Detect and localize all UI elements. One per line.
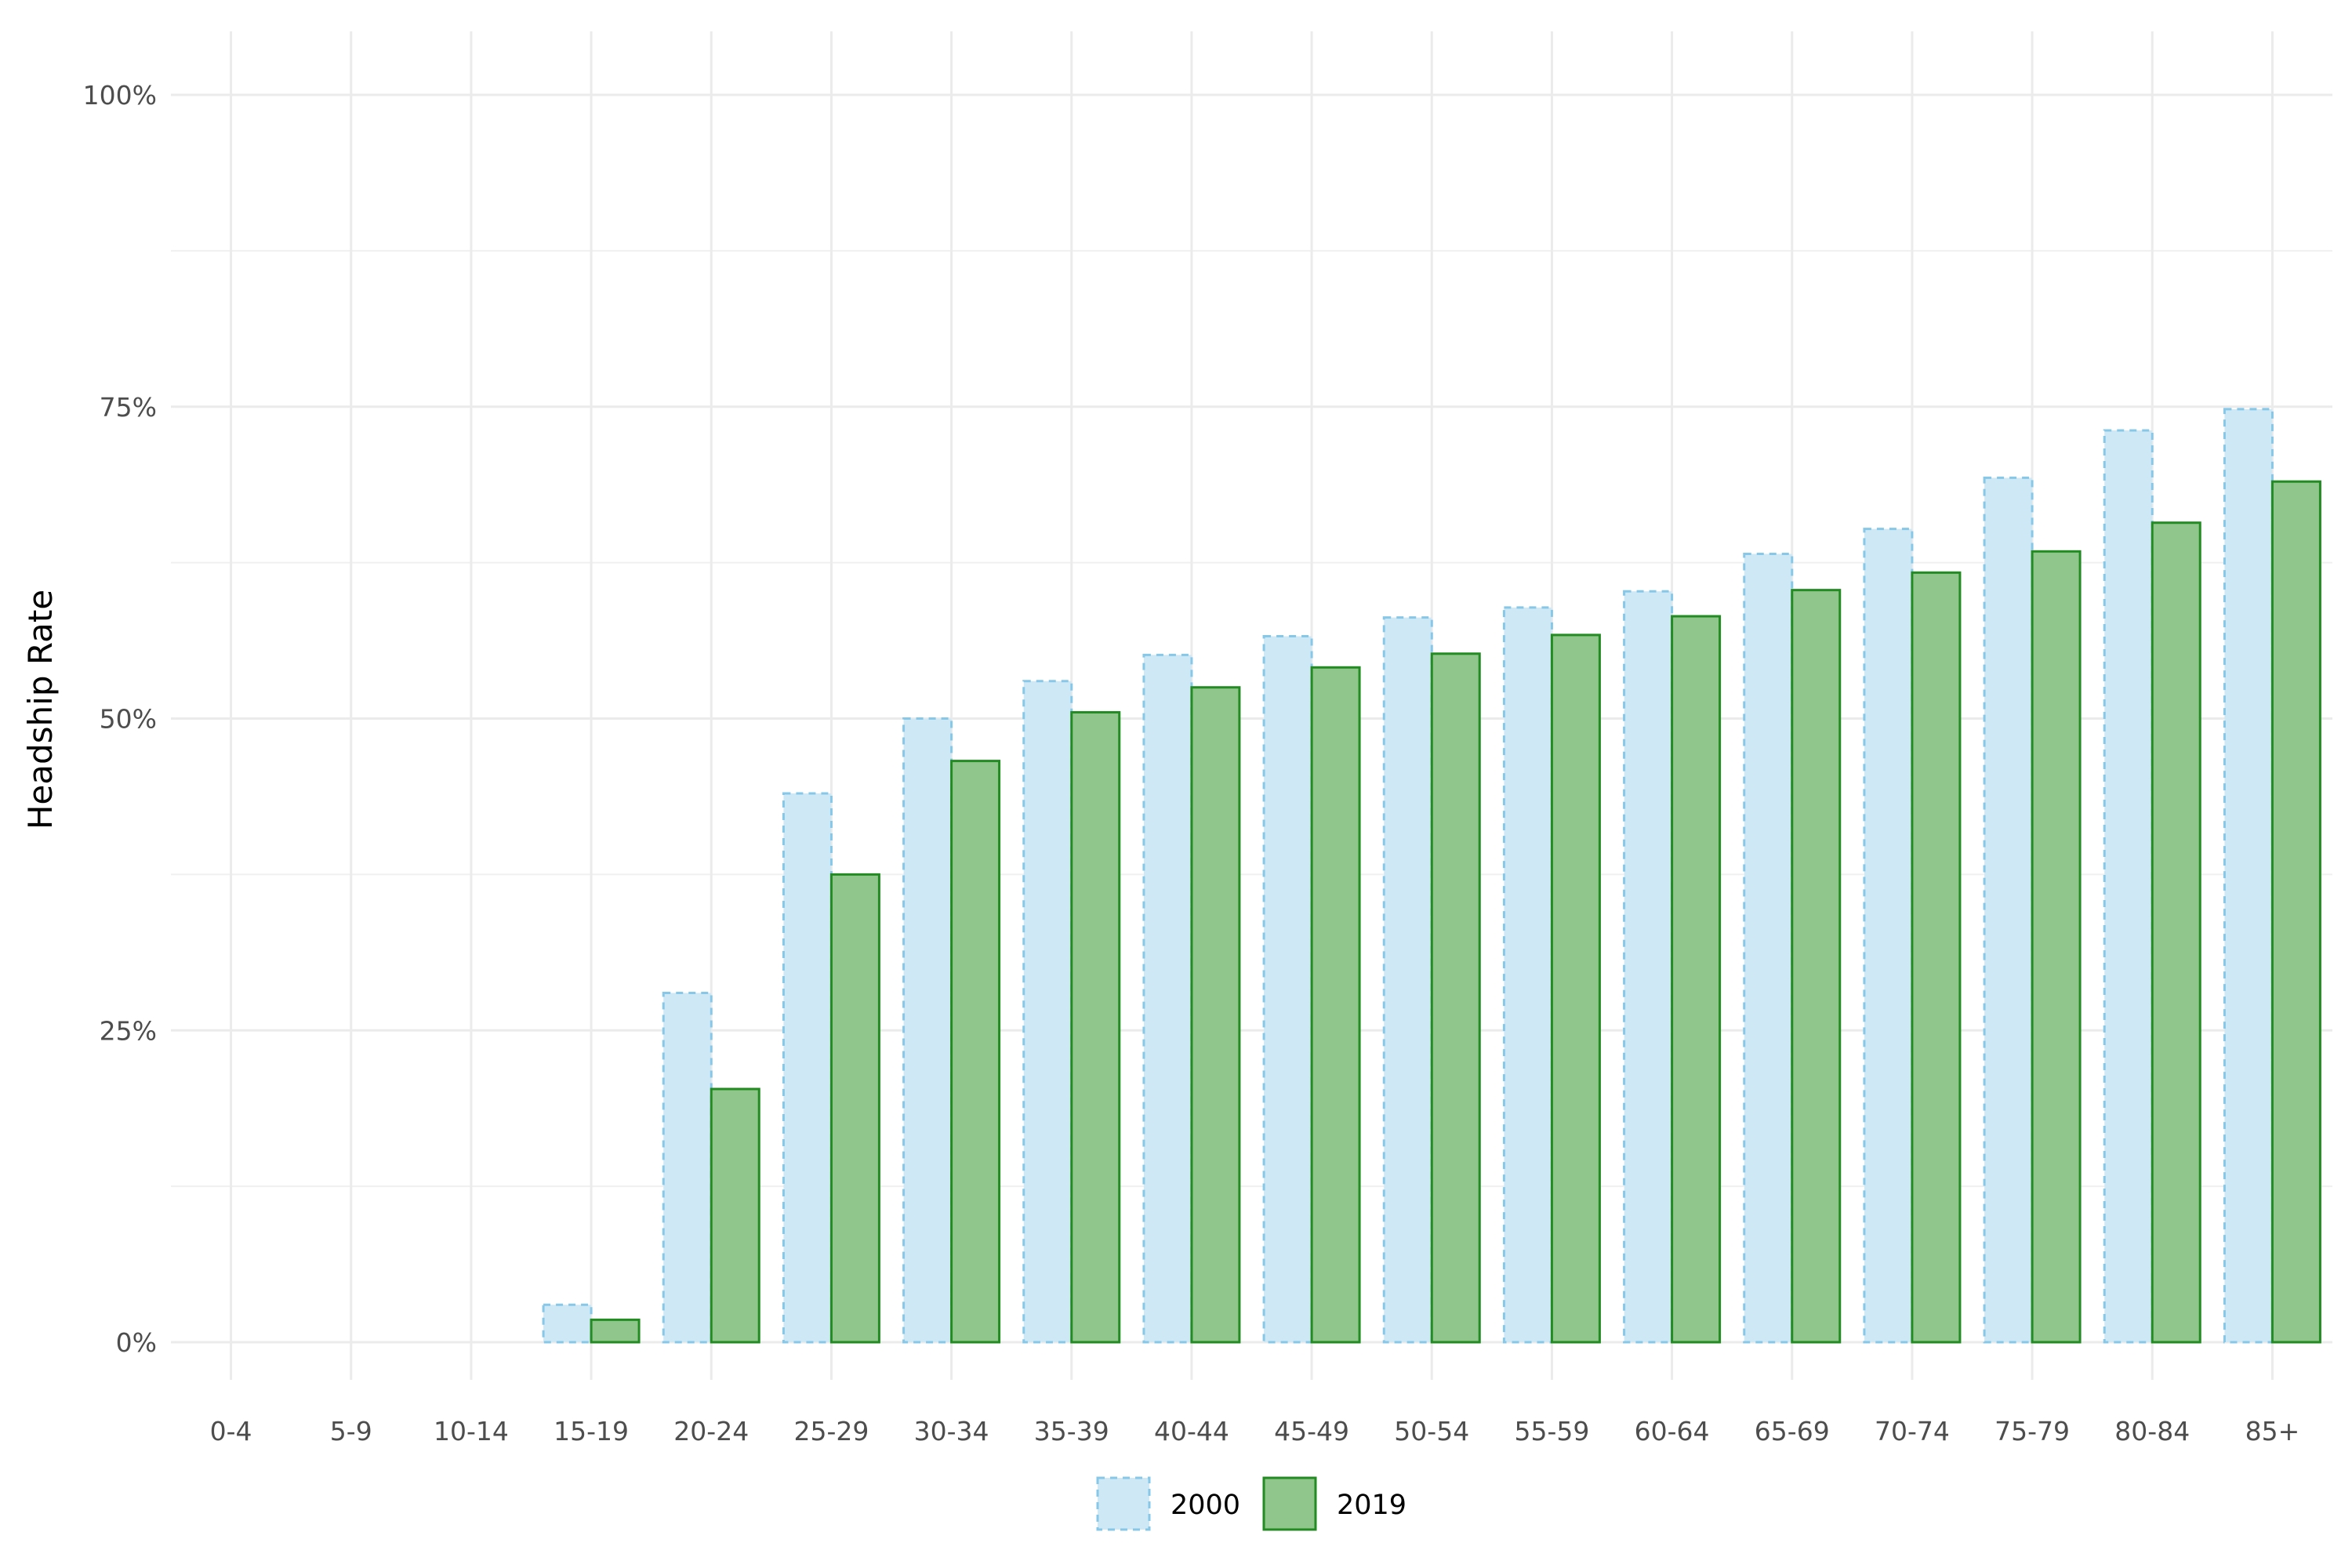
x-tick-label: 30-34: [914, 1416, 989, 1446]
x-tick-label: 5-9: [330, 1416, 372, 1446]
bar-2000-85+: [2223, 408, 2274, 1344]
legend-label-2000: 2000: [1171, 1490, 1240, 1521]
x-tick-label: 25-29: [793, 1416, 869, 1446]
bar-2000-75-79: [1983, 476, 2034, 1344]
y-tick-label: 25%: [100, 1015, 157, 1046]
x-tick-label: 80-84: [2114, 1416, 2190, 1446]
y-tick-label: 75%: [100, 392, 157, 423]
bar-2000-25-29: [782, 792, 833, 1344]
x-tick-label: 20-24: [673, 1416, 749, 1446]
x-tick-label: 35-39: [1034, 1416, 1109, 1446]
bar-2019-60-64: [1671, 615, 1722, 1344]
x-tick-label: 75-79: [1994, 1416, 2070, 1446]
legend-key-2000: [1096, 1476, 1151, 1531]
bar-2000-35-39: [1022, 680, 1073, 1344]
legend: 2000 2019: [1096, 1476, 1406, 1531]
legend-label-2019: 2019: [1337, 1490, 1406, 1521]
x-tick-label: 0-4: [210, 1416, 252, 1446]
bar-2000-40-44: [1142, 653, 1193, 1344]
bar-2000-60-64: [1623, 590, 1674, 1344]
bar-2019-65-69: [1791, 589, 1842, 1344]
bar-2019-40-44: [1190, 686, 1241, 1344]
x-tick-label: 65-69: [1755, 1416, 1830, 1446]
bars: [542, 408, 2321, 1344]
bar-2019-15-19: [590, 1318, 641, 1344]
y-tick-label: 50%: [100, 704, 157, 735]
bar-2000-80-84: [2103, 429, 2154, 1344]
x-tick-label: 10-14: [434, 1416, 509, 1446]
bar-2019-45-49: [1310, 666, 1361, 1344]
x-tick-label: 15-19: [554, 1416, 629, 1446]
bar-2000-15-19: [542, 1303, 593, 1344]
legend-key-2019: [1262, 1476, 1317, 1531]
bar-2019-50-54: [1430, 652, 1481, 1344]
x-tick-label: 45-49: [1274, 1416, 1349, 1446]
bar-2019-20-24: [710, 1087, 760, 1344]
bar-2019-75-79: [2031, 550, 2082, 1344]
bar-2019-30-34: [950, 760, 1001, 1344]
bar-2000-20-24: [662, 992, 713, 1344]
bar-2019-25-29: [829, 873, 880, 1344]
x-tick-label: 55-59: [1514, 1416, 1589, 1446]
bar-2019-55-59: [1550, 633, 1601, 1344]
bar-2019-85+: [2270, 480, 2321, 1344]
bar-2000-65-69: [1743, 552, 1794, 1344]
x-tick-label: 85+: [2245, 1416, 2300, 1446]
bar-2019-35-39: [1070, 711, 1121, 1344]
x-tick-label: 50-54: [1394, 1416, 1469, 1446]
bar-2000-30-34: [902, 717, 953, 1344]
bar-2000-45-49: [1262, 634, 1313, 1344]
x-tick-label: 60-64: [1635, 1416, 1710, 1446]
bar-2000-70-74: [1863, 528, 1914, 1344]
y-axis-label: Headship Rate: [21, 590, 60, 829]
bar-2000-55-59: [1502, 606, 1553, 1344]
bar-2000-50-54: [1382, 616, 1433, 1344]
bar-2019-80-84: [2151, 521, 2201, 1344]
y-tick-label: 0%: [116, 1327, 157, 1358]
y-tick-label: 100%: [83, 80, 157, 111]
bar-2019-70-74: [1911, 571, 1962, 1344]
x-tick-label: 40-44: [1154, 1416, 1229, 1446]
axes: Headship Rate 0% 25% 50% 75% 100% 0-4 5-9 10-14…: [21, 80, 2299, 1446]
x-tick-label: 70-74: [1875, 1416, 1950, 1446]
